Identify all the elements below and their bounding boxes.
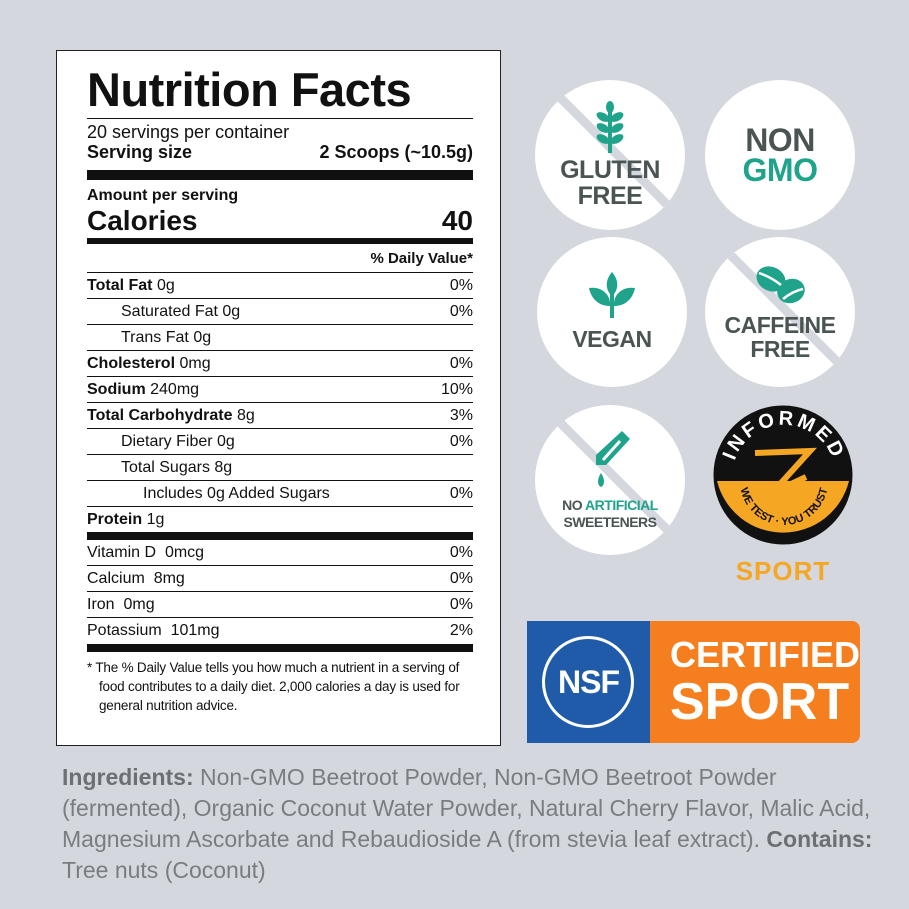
ingredients-text: Ingredients: Non-GMO Beetroot Powder, No… xyxy=(62,762,882,886)
badge-text: ARTIFICIAL xyxy=(585,497,658,513)
vitamin-name: Potassium 101mg xyxy=(87,622,220,639)
leaf-icon xyxy=(589,272,635,318)
informed-sport-text: SPORT xyxy=(735,556,831,586)
ingredients-label: Ingredients: xyxy=(62,764,194,790)
nutrient-name: Saturated Fat 0g xyxy=(121,303,241,320)
servings-per-container: 20 servings per container xyxy=(87,122,290,142)
nutrient-row: Cholesterol 0mg 0% xyxy=(87,351,473,377)
badge-text: NON xyxy=(745,122,815,158)
vitamin-row: Potassium 101mg 2% xyxy=(87,618,473,643)
serving-size: Serving size 2 Scoops (~10.5g) xyxy=(87,142,473,162)
nutrient-row: Protein 1g xyxy=(87,507,473,532)
vitamin-name: Vitamin D 0mcg xyxy=(87,544,205,561)
nsf-logo: NSF xyxy=(542,636,635,728)
vegan-badge: VEGAN xyxy=(537,237,687,387)
nutrient-name: Cholesterol 0mg xyxy=(87,355,211,372)
nutrient-name: Dietary Fiber 0g xyxy=(121,433,235,450)
dropper-icon xyxy=(596,431,630,487)
amount-per-serving: Amount per serving xyxy=(87,187,239,204)
nutrient-name: Sodium 240mg xyxy=(87,381,200,398)
divider xyxy=(87,238,473,244)
nutrient-row: Dietary Fiber 0g 0% xyxy=(87,429,473,455)
nutrient-row: Trans Fat 0g xyxy=(87,325,473,351)
badge-text: VEGAN xyxy=(572,326,652,352)
calories-label: Calories xyxy=(87,205,198,236)
non-gmo-badge: NON GMO xyxy=(705,80,855,230)
informed-sport-logo: INFORMED WE TEST · YOU TRUST xyxy=(713,405,853,545)
vitamin-dv: 2% xyxy=(449,622,473,639)
coffee-bean-icon xyxy=(756,266,805,304)
nutrient-row: Includes 0g Added Sugars 0% xyxy=(87,481,473,507)
badge-text: FREE xyxy=(750,336,810,362)
vitamin-dv: 0% xyxy=(449,544,473,561)
nutrient-dv: 3% xyxy=(449,407,473,424)
vitamin-dv: 0% xyxy=(449,570,473,587)
no-artificial-sweeteners-badge: NO ARTIFICIAL SWEETENERS xyxy=(535,405,685,555)
nsf-sport-text: SPORT xyxy=(669,673,850,731)
ingredients-list: Non-GMO Beetroot Powder, Non-GMO Beetroo… xyxy=(62,764,871,852)
nutrient-dv: 0% xyxy=(449,303,473,320)
nutrient-name: Protein 1g xyxy=(87,511,165,528)
nutrient-name: Trans Fat 0g xyxy=(121,329,212,346)
vitamin-row: Calcium 8mg 0% xyxy=(87,566,473,592)
badge-text: GMO xyxy=(742,152,818,188)
divider xyxy=(87,170,473,180)
nutrient-row: Saturated Fat 0g 0% xyxy=(87,299,473,325)
vitamin-name: Calcium 8mg xyxy=(87,570,185,587)
serving-size-value: 2 Scoops (~10.5g) xyxy=(319,142,473,162)
divider xyxy=(87,644,473,652)
nutrient-name: Total Carbohydrate 8g xyxy=(87,407,255,424)
contains-list: Tree nuts (Coconut) xyxy=(62,857,266,883)
nsf-certified-text: CERTIFIED xyxy=(669,634,860,675)
wheat-icon xyxy=(596,101,624,153)
badge-text: NO xyxy=(562,497,586,513)
daily-value-header: % Daily Value* xyxy=(87,244,473,273)
badge-text: SWEETENERS xyxy=(563,514,657,530)
badge-text: GLUTEN xyxy=(560,156,660,184)
nutrient-dv: 0% xyxy=(449,485,473,502)
nutrient-dv: 10% xyxy=(440,381,473,398)
badge-text: FREE xyxy=(577,182,643,210)
divider xyxy=(87,532,473,540)
vitamin-dv: 0% xyxy=(449,596,473,613)
label-title: Nutrition Facts xyxy=(87,65,473,119)
serving-size-label: Serving size xyxy=(87,142,193,162)
nsf-certified-sport-banner: NSF CERTIFIED SPORT xyxy=(527,621,860,743)
caffeine-free-badge: CAFFEINE FREE xyxy=(705,237,855,387)
calories-value: 40 xyxy=(441,205,473,236)
nutrient-dv: 0% xyxy=(449,433,473,450)
nutrient-dv: 0% xyxy=(449,277,473,294)
nutrient-name: Total Sugars 8g xyxy=(121,459,233,476)
nutrient-row: Total Sugars 8g xyxy=(87,455,473,481)
vitamin-name: Iron 0mg xyxy=(87,596,155,613)
footnote: * The % Daily Value tells you how much a… xyxy=(87,660,460,713)
vitamin-row: Vitamin D 0mcg 0% xyxy=(87,540,473,566)
calories: Calories 40 xyxy=(87,206,473,236)
nutrient-row: Total Fat 0g 0% xyxy=(87,273,473,299)
contains-label: Contains: xyxy=(766,826,873,852)
nutrient-row: Sodium 240mg 10% xyxy=(87,377,473,403)
badge-text: CAFFEINE xyxy=(724,312,837,338)
nutrient-row: Total Carbohydrate 8g 3% xyxy=(87,403,473,429)
nutrition-facts-label: Nutrition Facts 20 servings per containe… xyxy=(56,50,501,746)
nutrient-name: Includes 0g Added Sugars xyxy=(143,485,330,502)
gluten-free-badge: GLUTEN FREE xyxy=(535,80,685,230)
nutrient-dv: 0% xyxy=(449,355,473,372)
vitamin-row: Iron 0mg 0% xyxy=(87,592,473,618)
nutrient-name: Total Fat 0g xyxy=(87,277,175,294)
informed-sport-badge: INFORMED WE TEST · YOU TRUST SPORT xyxy=(710,405,856,586)
